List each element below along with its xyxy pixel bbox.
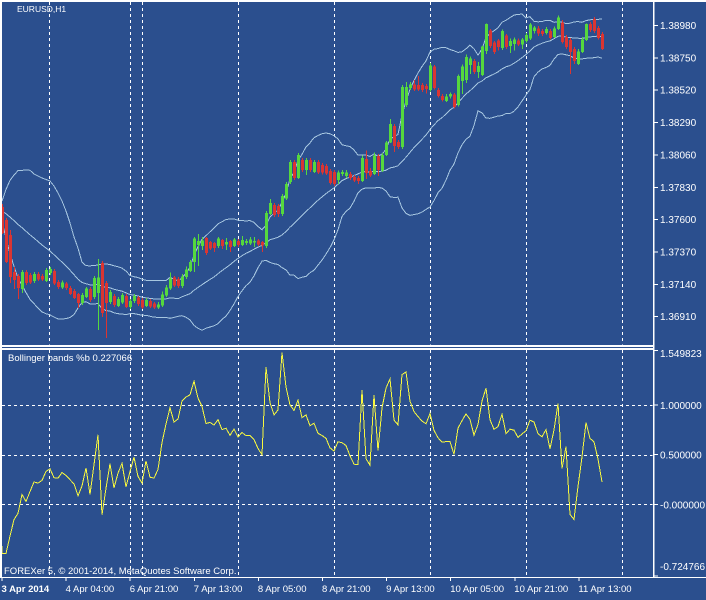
svg-text:1.37140: 1.37140 <box>660 280 697 291</box>
svg-text:-0.724766: -0.724766 <box>660 562 705 573</box>
svg-text:1.000000: 1.000000 <box>660 401 702 412</box>
svg-text:11 Apr 13:00: 11 Apr 13:00 <box>578 584 631 595</box>
svg-text:1.38060: 1.38060 <box>660 150 697 161</box>
svg-text:1.37370: 1.37370 <box>660 248 697 259</box>
svg-text:1.38980: 1.38980 <box>660 21 697 32</box>
svg-text:-0.000000: -0.000000 <box>660 501 705 512</box>
svg-text:1.38290: 1.38290 <box>660 118 697 129</box>
svg-text:0.500000: 0.500000 <box>660 451 702 462</box>
svg-text:1.36910: 1.36910 <box>660 312 697 323</box>
svg-text:3 Apr 2014: 3 Apr 2014 <box>2 584 50 595</box>
svg-text:EURUSD,H1: EURUSD,H1 <box>17 4 66 14</box>
svg-text:7 Apr 13:00: 7 Apr 13:00 <box>194 584 243 595</box>
svg-text:1.38520: 1.38520 <box>660 86 697 97</box>
svg-text:1.38750: 1.38750 <box>660 53 697 64</box>
svg-text:1.37830: 1.37830 <box>660 183 697 194</box>
svg-text:FOREXer 5, © 2001-2014, MetaQu: FOREXer 5, © 2001-2014, MetaQuotes Softw… <box>4 566 236 577</box>
svg-text:6 Apr 21:00: 6 Apr 21:00 <box>130 584 179 595</box>
svg-text:8 Apr 05:00: 8 Apr 05:00 <box>258 584 307 595</box>
svg-text:1.37600: 1.37600 <box>660 215 697 226</box>
svg-text:10 Apr 05:00: 10 Apr 05:00 <box>450 584 504 595</box>
svg-text:10 Apr 21:00: 10 Apr 21:00 <box>514 584 568 595</box>
svg-text:9 Apr 13:00: 9 Apr 13:00 <box>386 584 435 595</box>
svg-text:1.549823: 1.549823 <box>660 349 702 360</box>
svg-text:4 Apr 04:00: 4 Apr 04:00 <box>66 584 115 595</box>
svg-text:Bollinger bands %b 0.227066: Bollinger bands %b 0.227066 <box>8 353 132 364</box>
svg-text:8 Apr 21:00: 8 Apr 21:00 <box>322 584 371 595</box>
